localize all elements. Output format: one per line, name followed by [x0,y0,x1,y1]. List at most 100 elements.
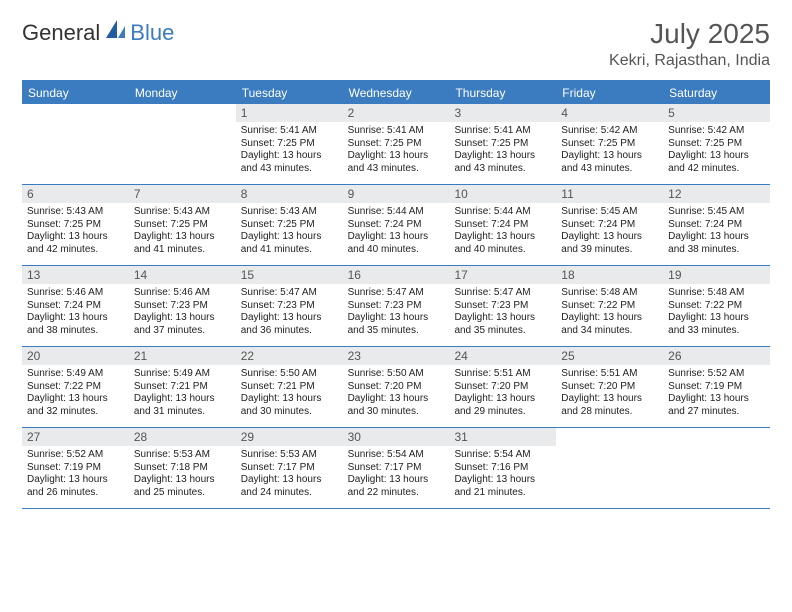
day-body: Sunrise: 5:42 AMSunset: 7:25 PMDaylight:… [663,122,770,184]
calendar-day: 18Sunrise: 5:48 AMSunset: 7:22 PMDayligh… [556,266,663,346]
day-line: Sunrise: 5:44 AM [348,206,445,219]
calendar-body: 1Sunrise: 5:41 AMSunset: 7:25 PMDaylight… [22,104,770,509]
day-line: Daylight: 13 hours [348,474,445,487]
day-body: Sunrise: 5:51 AMSunset: 7:20 PMDaylight:… [556,365,663,427]
title-block: July 2025 Kekri, Rajasthan, India [609,18,770,70]
day-number: 13 [22,266,129,284]
day-number: 7 [129,185,236,203]
day-line: and 35 minutes. [348,325,445,338]
day-line: Sunrise: 5:52 AM [668,368,765,381]
day-line: Daylight: 13 hours [348,231,445,244]
day-line: Daylight: 13 hours [27,231,124,244]
calendar-day [22,104,129,184]
calendar-day: 29Sunrise: 5:53 AMSunset: 7:17 PMDayligh… [236,428,343,508]
day-body [663,446,770,508]
day-line: Sunrise: 5:47 AM [348,287,445,300]
day-line: Daylight: 13 hours [561,393,658,406]
day-line: Sunrise: 5:52 AM [27,449,124,462]
day-line: Sunset: 7:19 PM [27,462,124,475]
day-number: 11 [556,185,663,203]
day-line: and 22 minutes. [348,487,445,500]
day-line: Sunrise: 5:45 AM [668,206,765,219]
day-number: 27 [22,428,129,446]
day-number: 8 [236,185,343,203]
day-body: Sunrise: 5:46 AMSunset: 7:23 PMDaylight:… [129,284,236,346]
calendar-day: 21Sunrise: 5:49 AMSunset: 7:21 PMDayligh… [129,347,236,427]
calendar-day: 4Sunrise: 5:42 AMSunset: 7:25 PMDaylight… [556,104,663,184]
day-body: Sunrise: 5:50 AMSunset: 7:21 PMDaylight:… [236,365,343,427]
calendar-day: 1Sunrise: 5:41 AMSunset: 7:25 PMDaylight… [236,104,343,184]
day-line: Sunset: 7:25 PM [241,219,338,232]
day-line: Sunrise: 5:43 AM [27,206,124,219]
day-line: Sunset: 7:20 PM [454,381,551,394]
day-line: Sunset: 7:25 PM [241,138,338,151]
day-number: 16 [343,266,450,284]
day-line: and 21 minutes. [454,487,551,500]
day-body [22,122,129,184]
weekday-label: Friday [556,82,663,104]
day-line: and 41 minutes. [241,244,338,257]
day-line: and 40 minutes. [454,244,551,257]
day-line: and 43 minutes. [454,163,551,176]
day-line: Sunset: 7:25 PM [134,219,231,232]
day-line: Daylight: 13 hours [241,393,338,406]
day-body: Sunrise: 5:42 AMSunset: 7:25 PMDaylight:… [556,122,663,184]
day-line: Sunrise: 5:48 AM [668,287,765,300]
day-line: Daylight: 13 hours [454,393,551,406]
calendar-day: 9Sunrise: 5:44 AMSunset: 7:24 PMDaylight… [343,185,450,265]
calendar-day: 6Sunrise: 5:43 AMSunset: 7:25 PMDaylight… [22,185,129,265]
day-line: Sunset: 7:25 PM [668,138,765,151]
day-line: Daylight: 13 hours [668,393,765,406]
day-line: Sunset: 7:21 PM [134,381,231,394]
calendar-day: 23Sunrise: 5:50 AMSunset: 7:20 PMDayligh… [343,347,450,427]
day-body: Sunrise: 5:45 AMSunset: 7:24 PMDaylight:… [663,203,770,265]
day-body: Sunrise: 5:49 AMSunset: 7:22 PMDaylight:… [22,365,129,427]
day-number: 18 [556,266,663,284]
calendar-day: 30Sunrise: 5:54 AMSunset: 7:17 PMDayligh… [343,428,450,508]
day-line: Daylight: 13 hours [134,312,231,325]
day-number [556,428,663,446]
calendar-week: 6Sunrise: 5:43 AMSunset: 7:25 PMDaylight… [22,185,770,266]
day-line: Daylight: 13 hours [348,312,445,325]
day-line: and 30 minutes. [241,406,338,419]
calendar-week: 20Sunrise: 5:49 AMSunset: 7:22 PMDayligh… [22,347,770,428]
day-line: Sunset: 7:22 PM [668,300,765,313]
day-number: 2 [343,104,450,122]
day-number: 22 [236,347,343,365]
weekday-label: Thursday [449,82,556,104]
day-line: Daylight: 13 hours [134,231,231,244]
day-number: 9 [343,185,450,203]
day-line: and 25 minutes. [134,487,231,500]
day-line: and 41 minutes. [134,244,231,257]
calendar: Sunday Monday Tuesday Wednesday Thursday… [22,80,770,509]
day-line: Sunset: 7:20 PM [348,381,445,394]
day-number: 5 [663,104,770,122]
weekday-label: Wednesday [343,82,450,104]
calendar-day [556,428,663,508]
calendar-day: 15Sunrise: 5:47 AMSunset: 7:23 PMDayligh… [236,266,343,346]
day-body: Sunrise: 5:53 AMSunset: 7:18 PMDaylight:… [129,446,236,508]
day-line: Daylight: 13 hours [454,231,551,244]
day-line: Daylight: 13 hours [668,231,765,244]
day-body: Sunrise: 5:43 AMSunset: 7:25 PMDaylight:… [129,203,236,265]
day-body: Sunrise: 5:50 AMSunset: 7:20 PMDaylight:… [343,365,450,427]
day-line: and 37 minutes. [134,325,231,338]
day-line: Sunset: 7:24 PM [27,300,124,313]
day-line: Daylight: 13 hours [241,150,338,163]
day-line: and 38 minutes. [27,325,124,338]
calendar-day: 12Sunrise: 5:45 AMSunset: 7:24 PMDayligh… [663,185,770,265]
day-body: Sunrise: 5:41 AMSunset: 7:25 PMDaylight:… [343,122,450,184]
day-number: 26 [663,347,770,365]
day-line: and 29 minutes. [454,406,551,419]
calendar-day: 11Sunrise: 5:45 AMSunset: 7:24 PMDayligh… [556,185,663,265]
day-body: Sunrise: 5:48 AMSunset: 7:22 PMDaylight:… [556,284,663,346]
calendar-day: 19Sunrise: 5:48 AMSunset: 7:22 PMDayligh… [663,266,770,346]
calendar-day: 22Sunrise: 5:50 AMSunset: 7:21 PMDayligh… [236,347,343,427]
day-body: Sunrise: 5:46 AMSunset: 7:24 PMDaylight:… [22,284,129,346]
day-number: 12 [663,185,770,203]
day-line: Sunrise: 5:45 AM [561,206,658,219]
weekday-label: Tuesday [236,82,343,104]
calendar-day: 31Sunrise: 5:54 AMSunset: 7:16 PMDayligh… [449,428,556,508]
day-line: Daylight: 13 hours [668,312,765,325]
day-body: Sunrise: 5:47 AMSunset: 7:23 PMDaylight:… [343,284,450,346]
